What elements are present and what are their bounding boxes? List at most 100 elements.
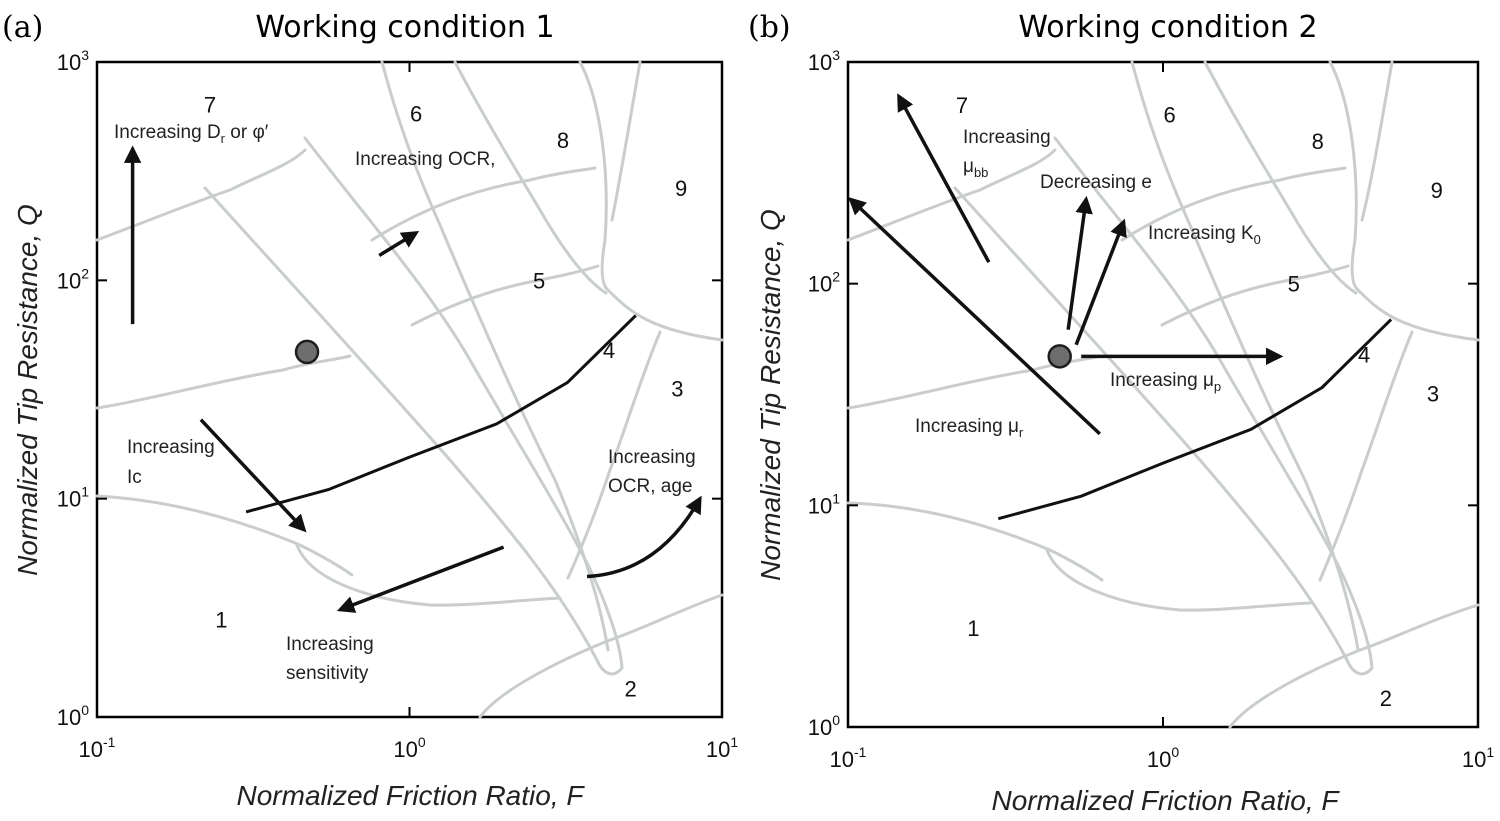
plot-area xyxy=(95,60,724,719)
annotation-ocr-age-line2: OCR, age xyxy=(608,476,692,497)
trend-arrow xyxy=(378,231,420,257)
zone-label: 1 xyxy=(967,616,979,641)
y-tick-label: 101 xyxy=(808,490,840,518)
data-points xyxy=(294,339,320,365)
trend-arrow xyxy=(1074,218,1127,346)
zone-label: 4 xyxy=(1358,342,1370,367)
zone-label: 7 xyxy=(204,92,216,117)
trend-arrows xyxy=(848,93,1284,436)
annotation-sensitivity-line2: sensitivity xyxy=(286,663,369,684)
boundary-line xyxy=(295,543,562,607)
x-tick-label: 10-1 xyxy=(79,734,116,762)
y-axis-label: Normalized Tip Resistance, Q xyxy=(755,209,786,581)
boundary-line xyxy=(1130,60,1360,652)
zone-label: 3 xyxy=(1427,381,1439,406)
boundary-line xyxy=(846,501,1104,582)
zone-label: 5 xyxy=(1288,272,1300,297)
boundary-line xyxy=(380,60,610,652)
zone-labels: 1 2 3 4 5 6 7 8 9 xyxy=(204,92,687,701)
boundary-line xyxy=(1045,548,1312,612)
panel-title: Working condition 2 xyxy=(1018,10,1317,45)
trend-arrow xyxy=(199,418,307,533)
zone-label: 6 xyxy=(410,102,422,127)
y-tick-label: 100 xyxy=(57,702,89,730)
boundary-line xyxy=(95,354,352,410)
panel-b: (b) Working condition 2 10-1 100 101 100 101… xyxy=(748,10,1494,816)
zone-boundaries xyxy=(846,60,1480,729)
trend-line xyxy=(997,318,1393,521)
boundary-line xyxy=(203,136,624,676)
trend-line xyxy=(245,314,637,514)
x-axis-label: Normalized Friction Ratio, F xyxy=(237,780,586,811)
trend-arrow xyxy=(586,495,702,579)
boundary-line xyxy=(1318,330,1414,582)
boundary-line xyxy=(953,136,1374,676)
annotation-void-ratio: Decreasing e xyxy=(1040,172,1152,193)
trend-arrow xyxy=(897,93,991,264)
boundary-line xyxy=(478,593,724,719)
x-tick-label: 101 xyxy=(1462,744,1494,772)
boundary-line xyxy=(95,494,354,577)
boundary-line xyxy=(1228,603,1480,729)
zone-label: 9 xyxy=(675,176,687,201)
trend-arrow xyxy=(1066,195,1093,330)
axis-ticks: 10-1 100 101 100 101 102 103 xyxy=(57,47,739,762)
annotations: Increasing μbb Decreasing e Increasing K… xyxy=(915,127,1261,440)
trend-arrows xyxy=(123,145,702,613)
boundary-line xyxy=(1328,60,1480,342)
zone-label: 5 xyxy=(533,268,545,293)
annotation-dr: Increasing Dr or φ′ xyxy=(114,122,269,146)
boundary-line xyxy=(370,166,597,242)
y-tick-label: 103 xyxy=(57,47,89,75)
annotation-mur: Increasing μr xyxy=(915,416,1024,440)
y-tick-label: 103 xyxy=(808,47,840,75)
axis-ticks: 10-1 100 101 100 101 102 103 xyxy=(808,47,1495,772)
x-tick-label: 100 xyxy=(1147,744,1179,772)
x-tick-label: 101 xyxy=(706,734,738,762)
annotation-ic-line2: Ic xyxy=(127,467,142,488)
boundary-line xyxy=(578,60,724,342)
zone-label: 6 xyxy=(1164,102,1176,127)
panel-title: Working condition 1 xyxy=(255,10,554,45)
boundary-line xyxy=(410,264,600,327)
boundary-line xyxy=(453,60,608,295)
zone-label: 7 xyxy=(956,93,968,118)
y-axis-label: Normalized Tip Resistance, Q xyxy=(12,204,43,576)
panel-label: (b) xyxy=(748,10,791,45)
boundary-line xyxy=(846,148,1057,242)
boundary-line xyxy=(1120,166,1347,242)
y-tick-label: 102 xyxy=(57,265,89,293)
panel-a: (a) Working condition 1 10-1 100 101 100 101… xyxy=(2,10,738,811)
zone-label: 3 xyxy=(671,376,683,401)
zone-label: 9 xyxy=(1431,178,1443,203)
annotation-ic: Increasing xyxy=(127,437,215,458)
y-tick-label: 101 xyxy=(57,484,89,512)
boundary-line xyxy=(1203,60,1358,295)
annotation-mup: Increasing μp xyxy=(1110,370,1221,394)
x-tick-label: 10-1 xyxy=(830,744,867,772)
zone-label: 1 xyxy=(215,607,227,632)
zone-labels: 1 2 3 4 5 6 7 8 9 xyxy=(956,93,1443,711)
trend-arrow xyxy=(336,545,505,613)
data-point xyxy=(294,339,320,365)
boundary-line xyxy=(1360,60,1394,222)
y-tick-label: 102 xyxy=(808,269,840,297)
annotation-ocr: Increasing OCR, xyxy=(355,149,495,170)
x-axis-label: Normalized Friction Ratio, F xyxy=(992,785,1341,816)
y-tick-label: 100 xyxy=(808,712,840,740)
zone-label: 4 xyxy=(603,338,615,363)
boundary-line xyxy=(566,330,662,580)
zone-label: 2 xyxy=(624,677,636,702)
data-point xyxy=(1047,344,1072,369)
annotation-ocr-age: Increasing xyxy=(608,447,696,468)
boundary-line xyxy=(846,354,1102,410)
annotation-mubb: Increasing xyxy=(963,127,1051,148)
x-tick-label: 100 xyxy=(393,734,425,762)
boundary-line xyxy=(1160,264,1350,327)
data-points xyxy=(1047,344,1072,369)
zone-boundaries xyxy=(95,60,724,719)
panel-label: (a) xyxy=(2,10,43,45)
zone-label: 8 xyxy=(557,128,569,153)
annotation-sensitivity: Increasing xyxy=(286,634,374,655)
